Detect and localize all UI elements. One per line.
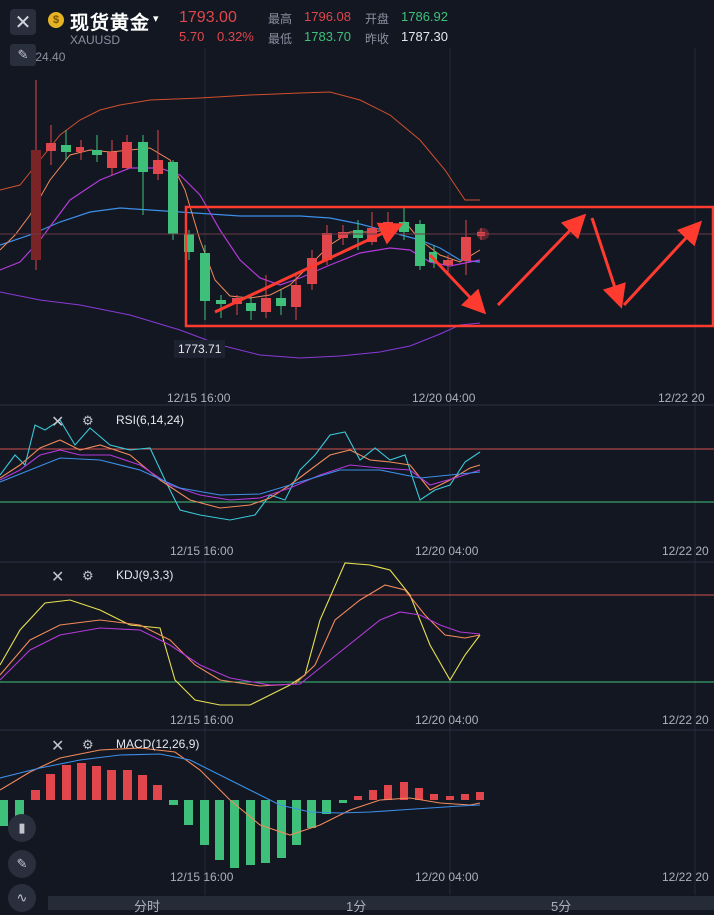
kdj-label: KDJ(9,3,3) bbox=[116, 568, 174, 582]
prevclose-label: 昨收 bbox=[365, 32, 390, 46]
symbol-code: XAUUSD bbox=[70, 33, 121, 47]
time-label: 12/20 04:00 bbox=[415, 713, 479, 727]
price-change-percent: 0.32% bbox=[217, 29, 254, 44]
time-label: 12/22 20 bbox=[662, 713, 709, 727]
low-value: 1783.70 bbox=[304, 29, 351, 44]
chart-line-icon[interactable]: ∿ bbox=[8, 884, 36, 912]
rsi-label: RSI(6,14,24) bbox=[116, 413, 185, 427]
low-label: 最低 bbox=[268, 32, 293, 46]
candles bbox=[31, 80, 485, 320]
timeframe-tabbar bbox=[48, 896, 714, 910]
pencil-icon[interactable]: ✎ bbox=[8, 850, 36, 878]
close-icon[interactable]: ✕ bbox=[51, 569, 65, 586]
gear-icon[interactable]: ⚙ bbox=[82, 568, 94, 583]
macd-label: MACD(12,26,9) bbox=[116, 737, 200, 751]
candles-icon[interactable]: ▮ bbox=[8, 814, 36, 842]
gear-icon[interactable]: ⚙ bbox=[82, 737, 94, 752]
quote-header bbox=[0, 0, 714, 48]
symbol-name[interactable]: 现货黄金 bbox=[70, 13, 151, 34]
range-box bbox=[184, 205, 714, 328]
price-change: 5.70 bbox=[179, 29, 205, 44]
time-label: 12/20 04:00 bbox=[412, 391, 476, 405]
prevclose-value: 1787.30 bbox=[401, 29, 448, 44]
close-icon[interactable]: ✕ bbox=[10, 9, 36, 35]
tab-1min[interactable]: 1分 bbox=[346, 899, 367, 914]
time-label: 12/20 04:00 bbox=[415, 544, 479, 558]
tab-5min[interactable]: 5分 bbox=[551, 899, 572, 914]
high-value: 1796.08 bbox=[304, 9, 351, 24]
open-label: 开盘 bbox=[365, 12, 390, 26]
min-price-label: 1773.71 bbox=[174, 340, 226, 358]
bollinger-lower bbox=[0, 291, 481, 359]
time-label: 12/15 16:00 bbox=[170, 870, 234, 884]
time-label: 12/22 20 bbox=[662, 544, 709, 558]
bollinger-upper bbox=[0, 91, 480, 201]
chevron-down-icon[interactable]: ▾ bbox=[153, 13, 159, 25]
ma-blue bbox=[0, 207, 481, 263]
time-label: 12/22 20 bbox=[658, 391, 705, 405]
open-value: 1786.92 bbox=[401, 9, 448, 24]
close-icon[interactable]: ✕ bbox=[51, 738, 65, 755]
gear-icon[interactable]: ⚙ bbox=[82, 413, 94, 428]
time-label: 12/15 16:00 bbox=[170, 544, 234, 558]
time-label: 12/15 16:00 bbox=[170, 713, 234, 727]
last-price: 1793.00 bbox=[179, 9, 237, 26]
pencil-ruler-icon[interactable]: ✎ bbox=[10, 44, 36, 66]
time-label: 12/15 16:00 bbox=[167, 391, 231, 405]
time-label: 12/22 20 bbox=[662, 870, 709, 884]
tab-timeshare[interactable]: 分时 bbox=[134, 899, 161, 914]
trend-arrows bbox=[214, 213, 703, 315]
close-icon[interactable]: ✕ bbox=[51, 414, 65, 431]
gold-coin-icon: $ bbox=[48, 12, 64, 28]
time-label: 12/20 04:00 bbox=[415, 870, 479, 884]
high-label: 最高 bbox=[268, 12, 293, 26]
macd-histogram bbox=[0, 763, 484, 868]
